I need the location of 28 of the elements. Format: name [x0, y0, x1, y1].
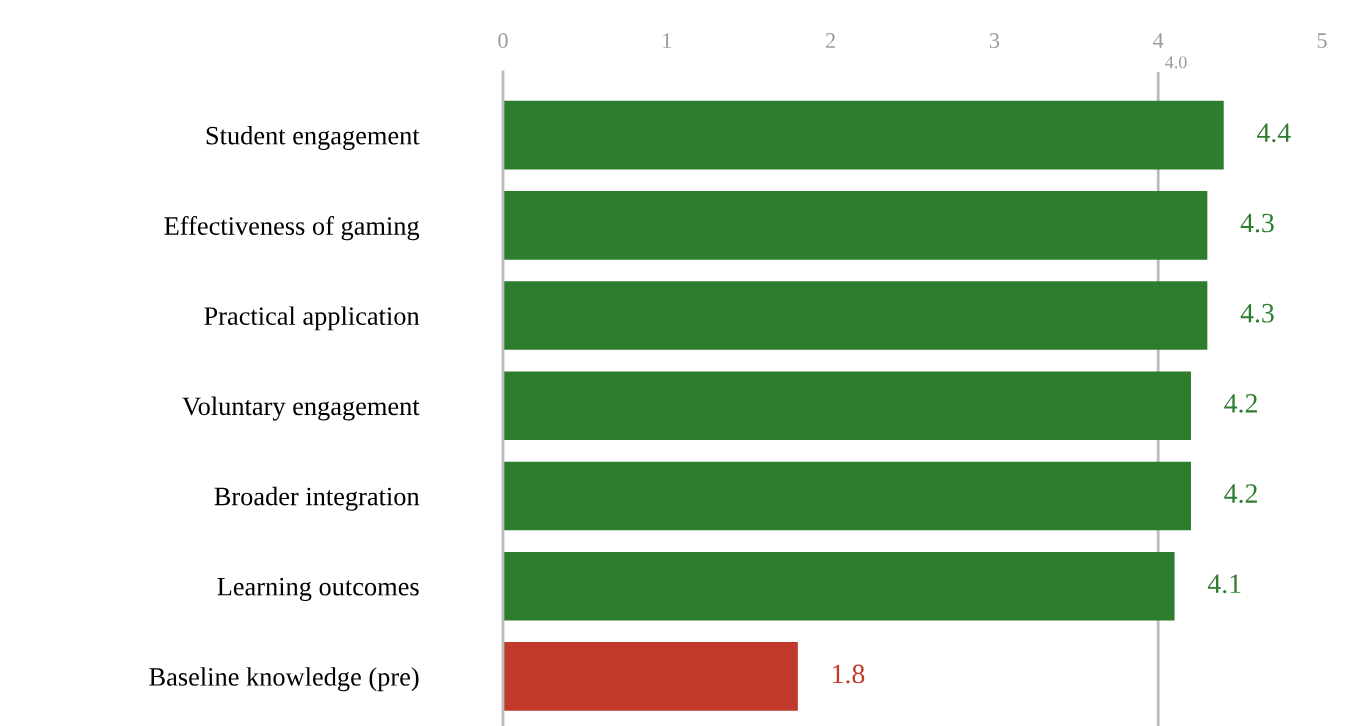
y-tick-label: Student engagement	[206, 125, 420, 150]
data-label: 4.1	[1207, 574, 1241, 594]
data-label: 4.3	[1240, 213, 1274, 233]
data-label: 1.8	[833, 664, 865, 684]
x-tick-label: 0	[498, 33, 508, 49]
y-tick-label: Baseline knowledge (pre)	[149, 667, 419, 692]
ref-line-label: 4.0	[1165, 56, 1187, 69]
bar	[503, 281, 1208, 350]
y-tick-label: Effectiveness of gaming	[164, 216, 420, 241]
bar	[503, 100, 1224, 170]
bar	[503, 461, 1191, 531]
y-tick-label: Learning outcomes	[217, 577, 419, 601]
y-tick-label: Voluntary engagement	[182, 396, 420, 421]
y-tick-label: Practical application	[204, 306, 420, 331]
data-label: 4.3	[1240, 303, 1274, 323]
bar	[503, 551, 1175, 621]
x-tick-label: 2	[826, 33, 835, 48]
x-tick-label: 3	[989, 33, 1000, 49]
y-tick-label: Broader integration	[214, 486, 420, 511]
data-label: 4.2	[1224, 394, 1257, 413]
x-tick-label: 5	[1317, 33, 1327, 49]
bar	[503, 371, 1191, 441]
bar	[503, 642, 798, 711]
data-label: 4.2	[1224, 484, 1257, 504]
bar	[503, 191, 1208, 260]
data-label: 4.4	[1257, 123, 1291, 143]
x-tick-label: 4	[1153, 33, 1164, 48]
x-tick-label: 1	[663, 33, 672, 48]
